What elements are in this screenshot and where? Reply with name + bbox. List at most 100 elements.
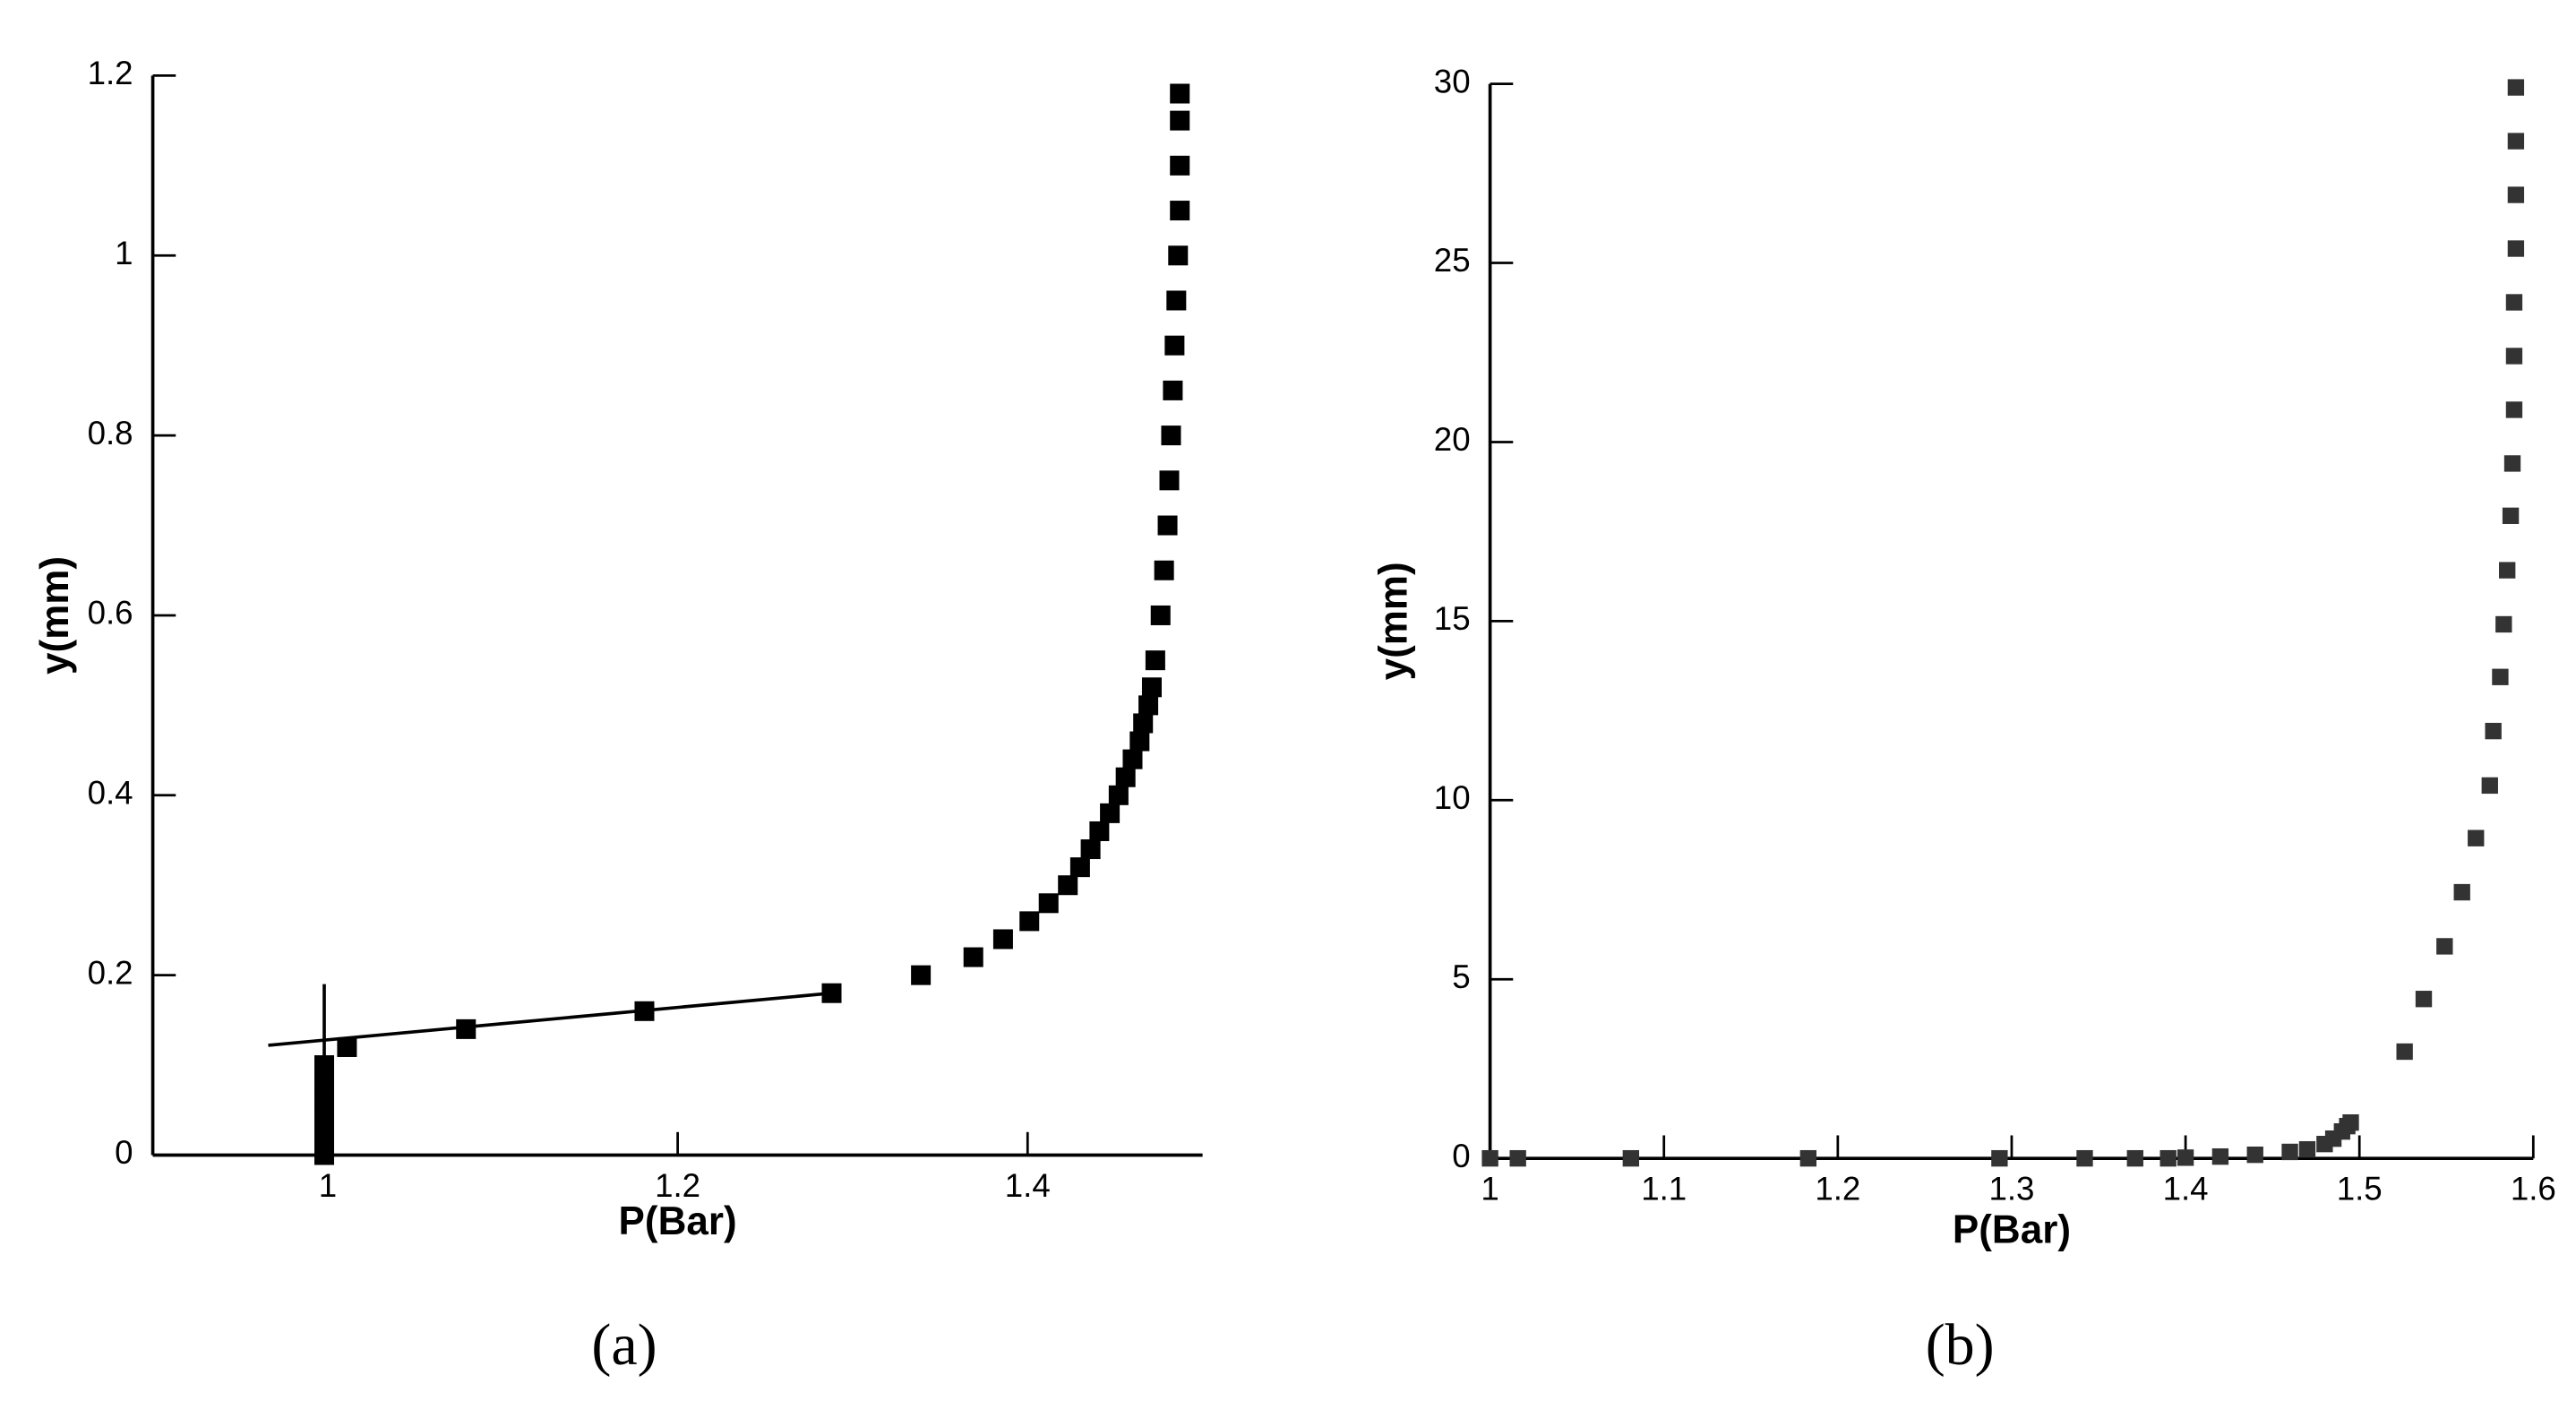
- y-tick-label: 1.2: [88, 55, 133, 91]
- marker: [2499, 562, 2516, 579]
- marker: [2503, 455, 2521, 472]
- marker: [2342, 1113, 2359, 1131]
- marker: [337, 1036, 357, 1057]
- x-tick-label: 1: [1481, 1171, 1498, 1207]
- marker: [314, 1055, 335, 1076]
- marker: [1991, 1149, 2008, 1167]
- marker: [1058, 875, 1078, 896]
- y-tick-label: 0.6: [88, 595, 133, 632]
- caption: (a): [591, 1312, 657, 1378]
- marker: [2126, 1149, 2143, 1167]
- marker: [2505, 348, 2523, 365]
- marker: [2160, 1149, 2177, 1167]
- marker: [2505, 401, 2523, 418]
- marker: [2502, 507, 2520, 524]
- marker: [456, 1018, 477, 1039]
- marker: [963, 947, 983, 967]
- marker: [1069, 857, 1090, 878]
- marker: [1138, 695, 1159, 716]
- x-axis-label: P(Bar): [1953, 1207, 2071, 1251]
- y-tick-label: 5: [1452, 958, 1470, 995]
- y-tick-label: 20: [1434, 421, 1471, 458]
- x-tick-label: 1.4: [1005, 1167, 1051, 1204]
- y-tick-label: 0.4: [88, 774, 133, 811]
- marker: [1145, 650, 1165, 671]
- marker: [314, 1127, 335, 1147]
- x-tick-label: 1.2: [655, 1167, 700, 1204]
- marker: [1150, 605, 1171, 625]
- marker: [992, 929, 1013, 950]
- y-tick-label: 0: [115, 1134, 133, 1171]
- x-axis-label: P(Bar): [619, 1199, 737, 1243]
- x-tick-label: 1.3: [1988, 1171, 2034, 1207]
- marker: [314, 1109, 335, 1130]
- marker: [2396, 1043, 2413, 1061]
- marker: [2436, 938, 2453, 955]
- marker: [2177, 1149, 2194, 1166]
- marker: [1122, 749, 1143, 769]
- marker: [2507, 240, 2525, 257]
- marker: [2468, 829, 2485, 847]
- marker: [1163, 380, 1183, 400]
- y-tick-label: 15: [1434, 600, 1471, 637]
- marker: [1129, 731, 1150, 752]
- caption: (b): [1926, 1312, 1995, 1378]
- marker: [1170, 201, 1190, 221]
- y-tick-label: 25: [1434, 242, 1471, 279]
- marker: [1080, 839, 1101, 860]
- x-tick-label: 1.1: [1641, 1171, 1687, 1207]
- marker: [1481, 1149, 1498, 1167]
- marker: [1168, 245, 1189, 266]
- marker: [1133, 713, 1154, 734]
- marker: [1019, 911, 1040, 932]
- y-tick-label: 30: [1434, 63, 1471, 99]
- marker: [314, 1091, 335, 1112]
- y-tick-label: 0: [1452, 1138, 1470, 1174]
- x-tick-label: 1.6: [2511, 1171, 2556, 1207]
- y-tick-label: 0.2: [88, 954, 133, 991]
- y-tick-label: 10: [1434, 779, 1471, 816]
- marker: [2453, 883, 2470, 901]
- y-axis-label: y(mm): [33, 556, 77, 675]
- x-tick-label: 1.2: [1815, 1171, 1860, 1207]
- marker: [1170, 83, 1190, 104]
- marker: [1154, 560, 1174, 580]
- x-tick-label: 1.5: [2337, 1171, 2383, 1207]
- marker: [314, 1145, 335, 1165]
- marker: [2281, 1143, 2298, 1161]
- marker: [1100, 803, 1121, 823]
- y-axis-label: y(mm): [1372, 562, 1416, 680]
- marker: [1799, 1149, 1817, 1167]
- y-tick-label: 1: [115, 235, 133, 271]
- marker: [2246, 1146, 2263, 1164]
- marker: [2481, 777, 2498, 795]
- marker: [314, 1073, 335, 1094]
- marker: [1108, 785, 1129, 805]
- marker: [2415, 991, 2433, 1008]
- marker: [2507, 79, 2525, 96]
- marker: [821, 983, 842, 1003]
- marker: [2505, 294, 2523, 311]
- marker: [1161, 425, 1181, 446]
- marker: [1509, 1149, 1526, 1167]
- marker: [2485, 722, 2502, 740]
- marker: [2495, 615, 2512, 633]
- marker: [1159, 470, 1180, 491]
- x-tick-label: 1: [319, 1167, 337, 1204]
- marker: [911, 965, 932, 985]
- marker: [1170, 155, 1190, 176]
- fit-line: [268, 991, 832, 1047]
- marker: [2492, 668, 2509, 685]
- marker: [1157, 515, 1178, 536]
- marker: [1170, 110, 1190, 131]
- marker: [2076, 1149, 2093, 1167]
- marker: [1622, 1149, 1640, 1167]
- x-tick-label: 1.4: [2163, 1171, 2209, 1207]
- marker: [2211, 1147, 2229, 1165]
- marker: [1038, 893, 1059, 914]
- marker: [634, 1001, 655, 1021]
- marker: [2507, 133, 2525, 150]
- marker: [1115, 767, 1136, 787]
- y-tick-label: 0.8: [88, 415, 133, 451]
